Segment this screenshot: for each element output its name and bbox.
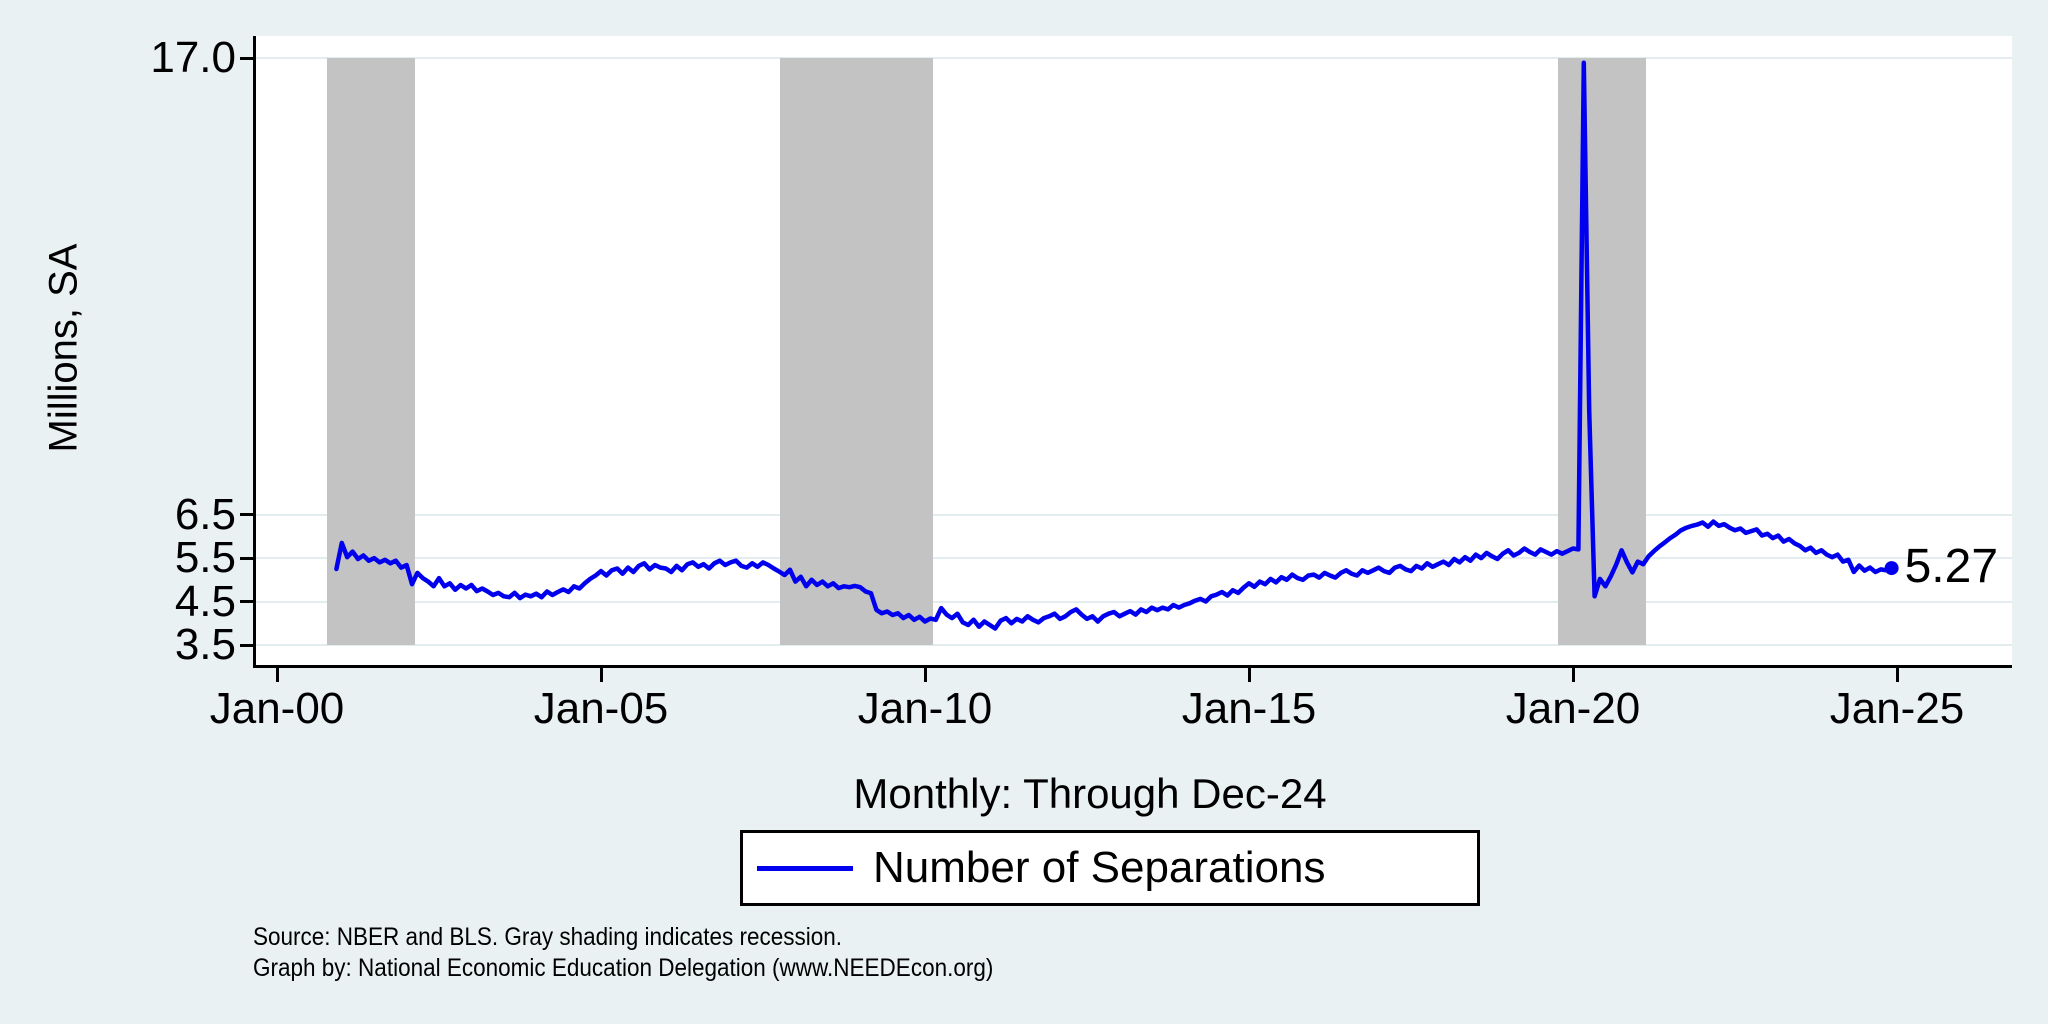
- x-tick-label-Jan-10: Jan-10: [857, 684, 993, 733]
- y-tick-5.5: [240, 556, 254, 560]
- y-tick-4.5: [240, 600, 254, 604]
- gridline-y-3.5: [256, 644, 2012, 646]
- x-tick-Jan-05: [599, 668, 603, 682]
- legend-line-sample: [757, 865, 853, 871]
- y-tick-label-5.5: 5.5: [174, 533, 236, 583]
- x-tick-Jan-25: [1895, 668, 1899, 682]
- gridline-y-6.5: [256, 513, 2012, 516]
- series-polyline: [334, 60, 1894, 631]
- x-tick-label-Jan-25: Jan-25: [1829, 684, 1965, 733]
- source-notes: Source: NBER and BLS. Gray shading indic…: [253, 922, 993, 984]
- y-tick-label-6.5: 6.5: [174, 489, 236, 539]
- y-tick-17.0: [240, 56, 254, 60]
- legend-label: Number of Separations: [873, 843, 1326, 892]
- legend: Number of Separations: [740, 830, 1480, 906]
- last-value-label: 5.27: [1904, 540, 1999, 594]
- y-axis-line: [253, 36, 256, 668]
- y-axis-title: Millions, SA: [41, 243, 86, 453]
- x-tick-Jan-00: [275, 668, 279, 682]
- y-tick-6.5: [240, 513, 254, 517]
- series-line-number-of-separations: [334, 60, 1899, 631]
- last-point-marker: [1884, 561, 1899, 576]
- x-tick-label-Jan-00: Jan-00: [209, 684, 345, 733]
- x-tick-label-Jan-05: Jan-05: [533, 684, 669, 733]
- x-axis-subtitle: Monthly: Through Dec-24: [853, 770, 1327, 817]
- x-tick-label-Jan-15: Jan-15: [1181, 684, 1317, 733]
- source-note-line2: Graph by: National Economic Education De…: [253, 954, 994, 982]
- gridline-y-4.5: [256, 600, 2012, 603]
- recession-band-2: [780, 58, 933, 645]
- y-tick-3.5: [240, 643, 254, 647]
- y-tick-label-17.0: 17.0: [150, 33, 236, 83]
- x-tick-label-Jan-20: Jan-20: [1505, 684, 1641, 733]
- gridline-y-17.0: [256, 57, 2012, 60]
- x-axis-line: [253, 665, 2012, 668]
- source-note-line1: Source: NBER and BLS. Gray shading indic…: [253, 923, 843, 951]
- x-tick-Jan-15: [1247, 668, 1251, 682]
- y-tick-label-4.5: 4.5: [174, 576, 236, 626]
- plot-area: 5.27: [256, 36, 2012, 667]
- gridline-y-5.5: [256, 557, 2012, 560]
- y-tick-label-3.5: 3.5: [174, 620, 236, 669]
- x-tick-Jan-10: [923, 668, 927, 682]
- x-tick-Jan-20: [1571, 668, 1575, 682]
